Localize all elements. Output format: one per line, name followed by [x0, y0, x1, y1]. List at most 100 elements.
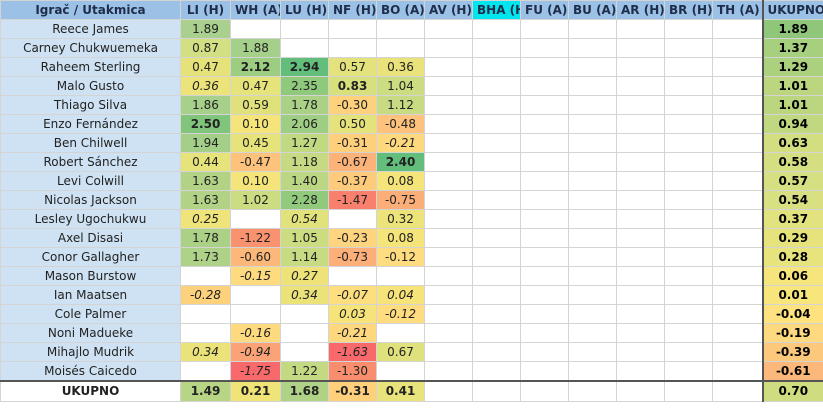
score-cell[interactable]: -0.23 — [328, 228, 377, 248]
score-cell[interactable]: -0.12 — [376, 247, 425, 267]
score-cell[interactable] — [616, 133, 665, 153]
score-cell[interactable]: -1.47 — [328, 190, 377, 210]
score-cell[interactable] — [520, 285, 569, 305]
footer-score-cell[interactable]: 0.41 — [376, 380, 425, 402]
score-cell[interactable] — [664, 38, 713, 58]
score-cell[interactable]: 0.50 — [328, 114, 377, 134]
score-cell[interactable]: 1.12 — [376, 95, 425, 115]
score-cell[interactable]: 1.63 — [180, 190, 231, 210]
score-cell[interactable] — [520, 190, 569, 210]
score-cell[interactable] — [328, 209, 377, 229]
score-cell[interactable] — [712, 266, 763, 286]
score-cell[interactable] — [616, 361, 665, 382]
score-cell[interactable]: 2.35 — [280, 76, 329, 96]
score-cell[interactable] — [568, 228, 617, 248]
score-cell[interactable] — [472, 361, 521, 382]
score-cell[interactable] — [472, 57, 521, 77]
score-cell[interactable] — [568, 266, 617, 286]
score-cell[interactable] — [520, 209, 569, 229]
score-cell[interactable] — [616, 114, 665, 134]
total-cell[interactable]: 1.01 — [761, 76, 823, 96]
score-cell[interactable] — [616, 95, 665, 115]
score-cell[interactable]: -0.73 — [328, 247, 377, 267]
score-cell[interactable]: 0.08 — [376, 228, 425, 248]
score-cell[interactable]: -0.67 — [328, 152, 377, 172]
total-cell[interactable]: -0.39 — [761, 342, 823, 362]
score-cell[interactable] — [616, 304, 665, 324]
score-cell[interactable] — [664, 228, 713, 248]
score-cell[interactable] — [664, 304, 713, 324]
score-cell[interactable]: -1.30 — [328, 361, 377, 382]
score-cell[interactable] — [424, 266, 473, 286]
score-cell[interactable] — [568, 323, 617, 343]
score-cell[interactable] — [712, 228, 763, 248]
column-header[interactable]: UKUPNO — [761, 0, 823, 20]
score-cell[interactable] — [520, 228, 569, 248]
score-cell[interactable] — [712, 323, 763, 343]
score-cell[interactable]: -0.31 — [328, 133, 377, 153]
total-cell[interactable]: -0.04 — [761, 304, 823, 324]
score-cell[interactable] — [180, 361, 231, 382]
score-cell[interactable] — [664, 95, 713, 115]
score-cell[interactable] — [616, 228, 665, 248]
total-cell[interactable]: 1.37 — [761, 38, 823, 58]
score-cell[interactable] — [664, 247, 713, 267]
score-cell[interactable]: 0.57 — [328, 57, 377, 77]
score-cell[interactable]: 2.12 — [230, 57, 281, 77]
score-cell[interactable] — [472, 76, 521, 96]
score-cell[interactable] — [664, 114, 713, 134]
total-cell[interactable]: 1.29 — [761, 57, 823, 77]
score-cell[interactable] — [712, 361, 763, 382]
footer-score-cell[interactable] — [520, 380, 569, 402]
score-cell[interactable] — [664, 266, 713, 286]
score-cell[interactable] — [520, 114, 569, 134]
score-cell[interactable]: -0.21 — [328, 323, 377, 343]
score-cell[interactable]: 0.47 — [230, 76, 281, 96]
score-cell[interactable] — [712, 152, 763, 172]
player-name-cell[interactable]: Enzo Fernández — [0, 114, 181, 134]
footer-score-cell[interactable]: 1.68 — [280, 380, 329, 402]
score-cell[interactable]: -0.07 — [328, 285, 377, 305]
score-cell[interactable] — [472, 209, 521, 229]
score-cell[interactable]: 1.78 — [280, 95, 329, 115]
score-cell[interactable]: 2.06 — [280, 114, 329, 134]
score-cell[interactable] — [328, 38, 377, 58]
score-cell[interactable] — [712, 304, 763, 324]
score-cell[interactable] — [712, 76, 763, 96]
score-cell[interactable] — [424, 247, 473, 267]
score-cell[interactable] — [664, 190, 713, 210]
score-cell[interactable] — [328, 19, 377, 39]
score-cell[interactable] — [712, 171, 763, 191]
score-cell[interactable]: -0.16 — [230, 323, 281, 343]
score-cell[interactable] — [664, 285, 713, 305]
score-cell[interactable] — [376, 266, 425, 286]
score-cell[interactable] — [280, 38, 329, 58]
player-name-cell[interactable]: Nicolas Jackson — [0, 190, 181, 210]
score-cell[interactable]: 1.73 — [180, 247, 231, 267]
column-header[interactable]: AV (H) — [424, 0, 473, 20]
score-cell[interactable] — [568, 190, 617, 210]
score-cell[interactable] — [424, 304, 473, 324]
footer-score-cell[interactable] — [616, 380, 665, 402]
footer-score-cell[interactable] — [472, 380, 521, 402]
score-cell[interactable] — [472, 247, 521, 267]
score-cell[interactable]: -1.22 — [230, 228, 281, 248]
score-cell[interactable]: 0.08 — [376, 171, 425, 191]
score-cell[interactable] — [568, 209, 617, 229]
score-cell[interactable] — [280, 19, 329, 39]
footer-score-cell[interactable] — [568, 380, 617, 402]
score-cell[interactable] — [230, 285, 281, 305]
score-cell[interactable] — [328, 266, 377, 286]
total-cell[interactable]: 1.01 — [761, 95, 823, 115]
column-header[interactable]: NF (H) — [328, 0, 377, 20]
score-cell[interactable] — [712, 247, 763, 267]
score-cell[interactable]: -1.63 — [328, 342, 377, 362]
score-cell[interactable] — [568, 171, 617, 191]
player-name-cell[interactable]: Axel Disasi — [0, 228, 181, 248]
footer-score-cell[interactable] — [664, 380, 713, 402]
score-cell[interactable] — [712, 114, 763, 134]
score-cell[interactable]: 0.34 — [180, 342, 231, 362]
total-cell[interactable]: 0.54 — [761, 190, 823, 210]
footer-score-cell[interactable] — [712, 380, 763, 402]
score-cell[interactable] — [280, 304, 329, 324]
